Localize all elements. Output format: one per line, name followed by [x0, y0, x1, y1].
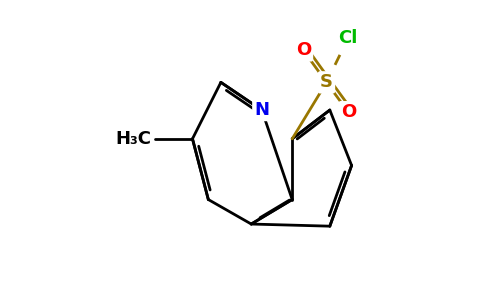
Text: O: O — [296, 41, 311, 59]
Text: N: N — [254, 101, 269, 119]
Text: H₃C: H₃C — [116, 130, 151, 148]
Text: S: S — [320, 74, 333, 92]
Text: Cl: Cl — [339, 28, 358, 46]
Text: O: O — [341, 103, 356, 121]
